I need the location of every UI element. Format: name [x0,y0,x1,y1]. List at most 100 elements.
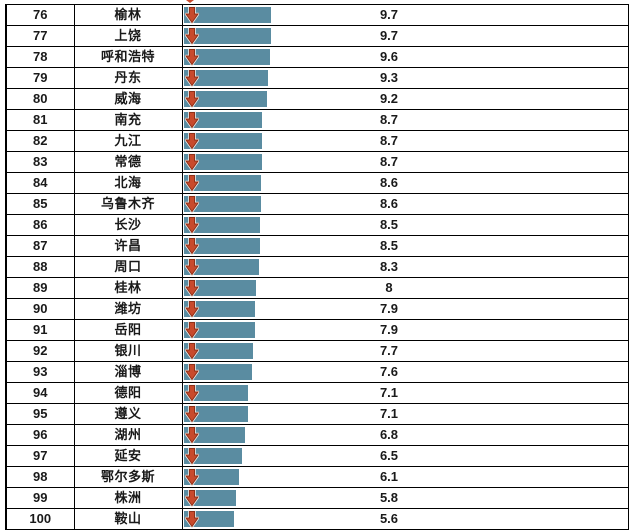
value-cell: 7.7 [339,340,439,362]
bar-cell [182,445,339,467]
data-bar [183,489,236,507]
table-row: 86 长沙 8.5 [6,214,628,236]
value-cell: 9.7 [339,25,439,47]
red-down-arrow-icon [184,300,199,318]
red-down-arrow-icon [184,174,199,192]
bar-cell [182,403,339,425]
rank-cell: 91 [6,319,75,341]
spacer-cell [439,4,628,26]
bar-cell [182,172,339,194]
red-down-arrow-icon [184,321,199,339]
data-bar [183,258,259,276]
rank-cell: 94 [6,382,75,404]
spacer-cell [439,487,628,509]
data-bar [183,468,239,486]
bar-cell [182,109,339,131]
red-down-arrow-icon [184,405,199,423]
red-down-arrow-icon [184,342,199,360]
spacer-cell [439,256,628,278]
spacer-cell [439,508,628,530]
rank-cell: 97 [6,445,75,467]
data-bar [183,342,254,360]
data-bar [183,6,272,24]
city-cell: 淄博 [74,361,183,383]
spacer-cell [439,214,628,236]
city-cell: 丹东 [74,67,183,89]
table-row: 98 鄂尔多斯 6.1 [6,466,628,488]
table-row: 94 德阳 7.1 [6,382,628,404]
table-row: 93 淄博 7.6 [6,361,628,383]
value-cell: 9.7 [339,4,439,26]
table-row: 84 北海 8.6 [6,172,628,194]
data-bar [183,174,262,192]
red-down-arrow-icon [184,69,199,87]
value-cell: 5.8 [339,487,439,509]
table-row: 80 威海 9.2 [6,88,628,110]
red-down-arrow-icon [184,363,199,381]
data-bar [183,153,263,171]
table-row: 92 银川 7.7 [6,340,628,362]
table-row: 88 周口 8.3 [6,256,628,278]
rank-cell: 78 [6,46,75,68]
value-cell: 8.6 [339,193,439,215]
value-cell: 8.5 [339,214,439,236]
data-bar [183,321,255,339]
rank-cell: 93 [6,361,75,383]
data-bar [183,195,262,213]
data-bar [183,132,263,150]
spacer-cell [439,445,628,467]
bar-cell [182,424,339,446]
value-cell: 7.1 [339,382,439,404]
spacer-cell [439,235,628,257]
spacer-cell [439,424,628,446]
value-cell: 5.6 [339,508,439,530]
rank-cell: 79 [6,67,75,89]
city-cell: 湖州 [74,424,183,446]
table-body: 76 榆林 9.7 77 上饶 9.7 [6,4,628,530]
table-row: 78 呼和浩特 9.6 [6,46,628,68]
value-cell: 7.6 [339,361,439,383]
data-bar [183,237,261,255]
data-bar [183,216,261,234]
bar-cell [182,361,339,383]
value-cell: 6.1 [339,466,439,488]
spacer-cell [439,277,628,299]
city-cell: 南充 [74,109,183,131]
city-cell: 北海 [74,172,183,194]
value-cell: 8.6 [339,172,439,194]
spacer-cell [439,109,628,131]
table-row: 99 株洲 5.8 [6,487,628,509]
rank-cell: 92 [6,340,75,362]
rank-cell: 95 [6,403,75,425]
red-down-arrow-icon [184,153,199,171]
value-cell: 9.2 [339,88,439,110]
bar-cell [182,487,339,509]
spacer-cell [439,88,628,110]
city-rank-table: 76 榆林 9.7 77 上饶 9.7 [5,4,629,530]
rank-cell: 83 [6,151,75,173]
bar-cell [182,277,339,299]
bar-cell [182,88,339,110]
data-bar [183,300,255,318]
value-cell: 6.8 [339,424,439,446]
data-bar [183,27,272,45]
table-row: 83 常德 8.7 [6,151,628,173]
rank-cell: 89 [6,277,75,299]
bar-cell [182,319,339,341]
value-cell: 8.7 [339,109,439,131]
city-cell: 德阳 [74,382,183,404]
city-cell: 乌鲁木齐 [74,193,183,215]
data-bar [183,363,253,381]
rank-cell: 76 [6,4,75,26]
city-cell: 鞍山 [74,508,183,530]
red-down-arrow-icon [184,27,199,45]
bar-cell [182,340,339,362]
spacer-cell [439,319,628,341]
data-bar [183,69,268,87]
ranked-city-table-screenshot: 76 榆林 9.7 77 上饶 9.7 [5,0,629,530]
value-cell: 7.1 [339,403,439,425]
bar-cell [182,130,339,152]
city-cell: 周口 [74,256,183,278]
bar-cell [182,466,339,488]
value-cell: 7.9 [339,319,439,341]
